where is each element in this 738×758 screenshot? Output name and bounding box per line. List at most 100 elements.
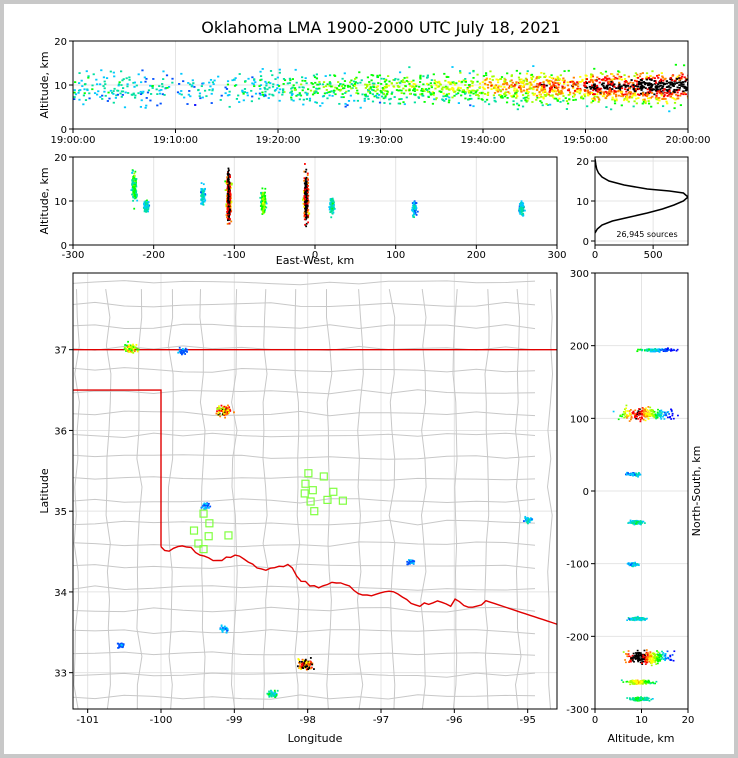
altitude-time-source [680, 72, 683, 74]
altitude-time-source [532, 80, 535, 83]
lma-station-marker [301, 479, 310, 488]
altitude-time-source [121, 93, 124, 96]
northsouth-altitude-source [631, 681, 634, 683]
county-line [73, 498, 536, 504]
altitude-time-source [504, 78, 507, 81]
northsouth-altitude-source [624, 412, 627, 415]
altitude-eastwest-source [145, 203, 147, 206]
altitude-time-source [661, 75, 664, 78]
map-source [310, 661, 313, 664]
altitude-eastwest-source [201, 198, 204, 201]
map-source [222, 410, 225, 413]
northsouth-altitude-source [659, 416, 662, 419]
altitude-time-source [318, 81, 321, 83]
altitude-time-source [282, 83, 285, 85]
northsouth-altitude-source [633, 415, 636, 418]
altitude-time-source [595, 84, 599, 87]
altitude-time-source [244, 80, 247, 82]
altitude-time-source [531, 101, 534, 103]
altitude-eastwest-source [229, 203, 232, 205]
altitude-time-source [543, 84, 546, 87]
map-source [276, 689, 279, 692]
altitude-time-source [450, 81, 454, 84]
altitude-time-source [681, 81, 685, 83]
altitude-time-source [500, 76, 504, 78]
northsouth-altitude-source [642, 413, 644, 416]
northsouth-altitude-source [645, 349, 647, 351]
northsouth-altitude-source [650, 408, 653, 411]
northsouth-altitude-source [642, 520, 645, 523]
altitude-time-source [412, 89, 415, 92]
northsouth-altitude-source [637, 564, 640, 567]
altitude-eastwest-source [143, 205, 146, 208]
map-tick-label: -100 [150, 715, 173, 726]
altitude-time-source [613, 89, 616, 92]
altitude-eastwest-source [203, 194, 206, 197]
altitude-time-source [586, 90, 589, 93]
altitude-eastwest-source [231, 182, 233, 185]
altitude-time-source [647, 100, 650, 102]
altitude-eastwest-source [522, 214, 525, 217]
map-source [201, 505, 204, 508]
altitude-time-source [496, 88, 499, 91]
northsouth-altitude-source [630, 657, 632, 660]
northsouth-altitude-source [636, 521, 639, 523]
altitude-time-source [645, 72, 649, 75]
altitude-time-source [367, 98, 370, 100]
altitude-eastwest-source [304, 202, 307, 205]
altitude-time-source [87, 76, 90, 79]
altitude-time-source [652, 76, 655, 79]
lma-station-marker [194, 539, 203, 548]
altitude-time-source [504, 80, 507, 83]
altitude-time-source [272, 83, 275, 86]
northsouth-altitude-source [653, 414, 655, 417]
northsouth-altitude-source [636, 563, 638, 565]
map-tick-label: -99 [226, 715, 242, 726]
northsouth-altitude-source [623, 416, 626, 419]
altitude-time-source [547, 80, 550, 83]
altitude-eastwest-source [520, 208, 523, 211]
altitude-time-source [596, 86, 599, 89]
altitude-time-source [588, 81, 591, 83]
altitude-time-source [596, 90, 599, 93]
altitude-time-source [527, 94, 530, 97]
altitude-time-source [592, 86, 595, 89]
altitude-eastwest-source [226, 178, 229, 181]
northsouth-altitude-source [639, 418, 642, 421]
map-source [180, 353, 183, 356]
northsouth-altitude-source [627, 472, 630, 474]
altitude-time-source [409, 85, 412, 87]
altitude-eastwest-source [229, 185, 232, 188]
altitude-time-source [682, 90, 685, 93]
altitude-time-source [557, 93, 560, 95]
northsouth-altitude-source [633, 521, 636, 524]
altitude-time-source [516, 95, 519, 98]
northsouth-altitude-source [635, 653, 638, 656]
northsouth-altitude-source [644, 661, 647, 663]
northsouth-altitude-source [670, 409, 673, 412]
altitude-time-source [591, 84, 594, 87]
northsouth-altitude-source [659, 654, 662, 656]
altitude-eastwest-source [202, 196, 205, 199]
northsouth-altitude-source [647, 417, 650, 420]
altitude-time-source [612, 92, 616, 95]
northsouth-altitude-source [658, 414, 661, 416]
altitude-time-source [363, 100, 366, 102]
altitude-time-source [457, 102, 460, 104]
altitude-eastwest-source [306, 187, 309, 190]
altitude-time-source [559, 92, 562, 95]
northsouth-altitude-source [663, 411, 666, 414]
altitude-time-source [117, 83, 121, 86]
altitude-eastwest-source [261, 194, 264, 197]
altitude-time-source [522, 97, 525, 100]
altitude-time-source [315, 77, 319, 80]
altitude-eastwest-source [229, 198, 232, 201]
altitude-time-source [155, 88, 158, 91]
altitude-eastwest-source [135, 185, 138, 188]
altitude-time-source [538, 91, 541, 94]
altitude-time-source [171, 81, 174, 84]
altitude-eastwest-source [304, 183, 307, 185]
altitude-time-source [562, 82, 566, 85]
altitude-time-source [552, 96, 555, 99]
altitude-time-source [646, 91, 649, 94]
